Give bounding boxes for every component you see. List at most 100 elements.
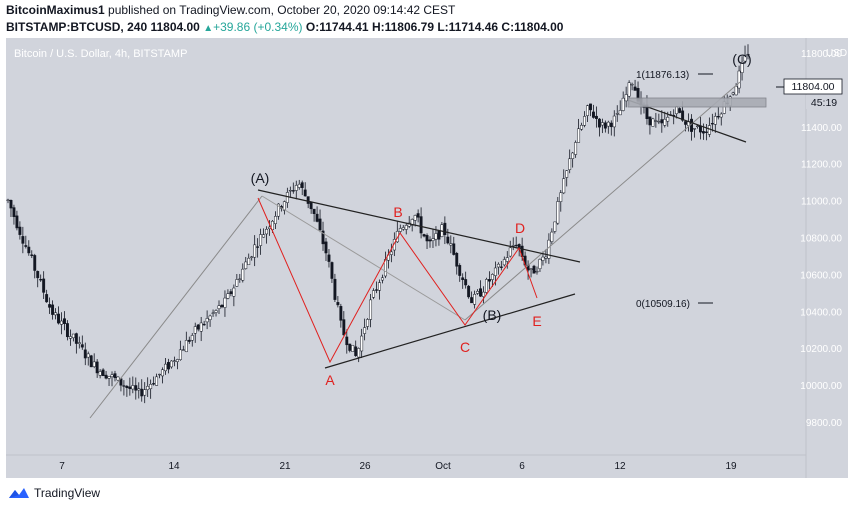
candle-body (378, 282, 381, 291)
candle-body (562, 178, 566, 194)
y-tick-label: 10400.00 (800, 307, 842, 318)
candle-body (577, 128, 581, 143)
candle-body (196, 324, 200, 330)
candle-body (303, 189, 307, 197)
candle-body (360, 335, 364, 352)
candle-body (538, 259, 542, 269)
candle-body (716, 116, 720, 118)
candle-body (15, 215, 19, 229)
candle-body (104, 374, 108, 379)
candle-body (262, 234, 266, 238)
candle-body (502, 259, 506, 266)
candle-body (535, 270, 539, 273)
triangle-lower-line (324, 293, 576, 369)
candle-body (175, 359, 179, 362)
candle-body (704, 131, 708, 133)
candle-body (428, 239, 432, 242)
candle-body (666, 116, 670, 122)
candle-body (434, 233, 438, 240)
candle-body (740, 61, 744, 73)
y-tick-label: 10000.00 (800, 381, 842, 392)
candle-body (68, 336, 72, 339)
high-value: 11806.79 (384, 20, 434, 34)
candle-body (333, 278, 337, 300)
candle-body (458, 265, 462, 276)
candle-body (330, 262, 334, 279)
x-tick-label: 14 (168, 461, 180, 472)
candle-body (214, 310, 218, 313)
candle-body (122, 385, 126, 387)
candle-body (461, 277, 465, 280)
symbol: BITSTAMP:BTCUSD, 240 (6, 20, 148, 34)
ohlc-line: BITSTAMP:BTCUSD, 240 11804.00 ▲+39.86 (+… (6, 19, 846, 37)
candle-body (431, 238, 435, 241)
plot-area[interactable] (6, 38, 806, 478)
y-tick-label: 10200.00 (800, 344, 842, 355)
candle-body (86, 353, 90, 358)
candle-body (586, 105, 589, 116)
chart-title: Bitcoin / U.S. Dollar, 4h, BITSTAMP (14, 48, 187, 60)
candle-body (223, 297, 227, 308)
fib-top-label: 1(11876.13) (636, 70, 689, 81)
candle-body (315, 213, 319, 222)
candle-body (211, 312, 215, 314)
candle-body (101, 369, 105, 377)
candle-body (565, 170, 569, 178)
price-change: +39.86 (+0.34%) (213, 20, 303, 34)
candle-body (624, 94, 628, 102)
candle-body (187, 339, 191, 342)
candle-body (339, 306, 343, 321)
candle-body (134, 385, 138, 391)
candle-body (529, 268, 533, 270)
candle-body (95, 361, 99, 374)
candle-body (345, 336, 349, 346)
candle-body (496, 263, 500, 268)
x-tick-label: 12 (614, 461, 626, 472)
candle-body (33, 255, 37, 271)
candle-body (348, 343, 352, 351)
x-tick-label: 19 (725, 461, 737, 472)
countdown-bg (806, 95, 842, 109)
candle-body (39, 279, 43, 281)
candle-body (413, 215, 417, 221)
x-tick-label: Oct (435, 461, 451, 472)
low-label: L: (437, 20, 449, 34)
candle-body (499, 266, 503, 268)
candle-body (131, 385, 135, 390)
tradingview-logo[interactable]: TradingView (8, 486, 100, 500)
candle-body (143, 389, 147, 396)
candle-body (128, 386, 132, 390)
price-axis[interactable] (806, 38, 848, 478)
candle-body (467, 285, 471, 298)
candle-body (184, 340, 188, 353)
candle-body (357, 348, 361, 358)
candle-body (247, 257, 251, 265)
candle-body (684, 121, 688, 125)
candle-body (208, 315, 212, 320)
candle-body (603, 122, 607, 129)
candle-body (92, 361, 96, 367)
candle-body (482, 291, 485, 297)
candle-body (630, 83, 634, 86)
candle-body (651, 118, 655, 127)
candle-body (707, 125, 711, 135)
candle-body (77, 342, 81, 345)
candle-body (71, 333, 75, 339)
candle-body (544, 256, 548, 259)
candle-body (541, 256, 545, 261)
candle-body (65, 323, 69, 338)
candle-body (80, 344, 84, 348)
wave-b-line (261, 195, 466, 321)
candle-body (276, 203, 280, 217)
candle-body (146, 386, 150, 390)
author-name[interactable]: BitcoinMaximus1 (6, 3, 105, 17)
triangle-upper-line (257, 189, 581, 263)
candle-body (54, 312, 58, 316)
candle-body (161, 369, 164, 377)
candle-body (734, 86, 738, 96)
candle-body (83, 349, 87, 359)
impulse-line-2 (464, 81, 741, 321)
open-value: 11744.41 (319, 20, 369, 34)
candle-body (743, 55, 747, 62)
